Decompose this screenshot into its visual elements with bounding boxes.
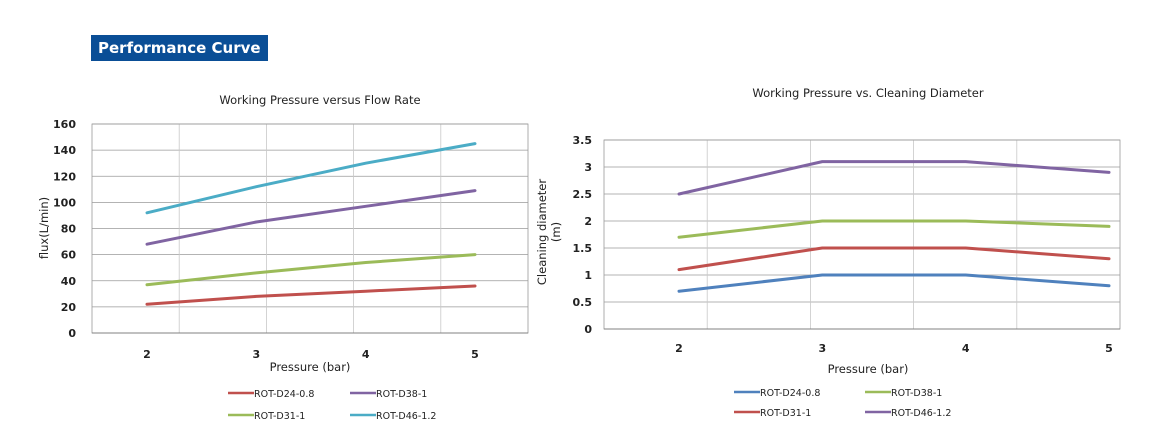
section-heading: Performance Curve <box>91 35 268 61</box>
y-tick-label: 0 <box>68 327 76 340</box>
y-tick-label: 1 <box>584 269 592 282</box>
y-tick-label: 0.5 <box>573 296 593 309</box>
y-axis-title: flux(L/min) <box>37 197 51 259</box>
x-tick-label: 2 <box>143 348 151 361</box>
y-tick-label: 140 <box>53 144 76 157</box>
y-axis-title-line: flux(L/min) <box>37 197 51 259</box>
y-tick-label: 2.5 <box>573 188 593 201</box>
x-tick-label: 4 <box>962 342 970 355</box>
x-tick-label: 2 <box>675 342 683 355</box>
y-tick-label: 100 <box>53 196 76 209</box>
y-tick-label: 60 <box>61 249 77 262</box>
series-line-ROT-D46-1.2 <box>145 142 477 215</box>
x-tick-label: 4 <box>362 348 370 361</box>
legend-label: ROT-D31-1 <box>760 408 811 419</box>
legend-label: ROT-D24-0.8 <box>760 388 820 399</box>
series-line-ROT-D46-1.2 <box>677 160 1111 196</box>
legend-label: ROT-D24-0.8 <box>254 389 314 400</box>
y-tick-label: 3 <box>584 161 592 174</box>
y-axis-title-line: (m) <box>549 222 563 242</box>
series-line-ROT-D31-1 <box>145 253 477 287</box>
y-axis-title-line: Cleaning diameter <box>535 179 549 285</box>
series-line-ROT-D24-0.8 <box>677 273 1111 293</box>
y-tick-label: 3.5 <box>573 134 593 147</box>
y-tick-label: 80 <box>61 223 77 236</box>
chart-title: Working Pressure vs. Cleaning Diameter <box>752 86 983 100</box>
y-tick-label: 2 <box>584 215 592 228</box>
series-line-ROT-D38-1 <box>145 189 477 246</box>
legend-label: ROT-D38-1 <box>376 389 427 400</box>
x-tick-label: 3 <box>253 348 261 361</box>
x-axis-title: Pressure (bar) <box>828 362 909 376</box>
y-tick-label: 20 <box>61 301 77 314</box>
y-tick-label: 120 <box>53 170 76 183</box>
x-axis-title: Pressure (bar) <box>270 360 351 374</box>
chart-title: Working Pressure versus Flow Rate <box>219 93 420 107</box>
x-tick-label: 3 <box>819 342 827 355</box>
legend-label: ROT-D46-1.2 <box>376 411 436 422</box>
x-tick-label: 5 <box>471 348 479 361</box>
series-line-ROT-D38-1 <box>677 219 1111 239</box>
y-tick-label: 160 <box>53 118 76 131</box>
legend-label: ROT-D31-1 <box>254 411 305 422</box>
y-axis-title: Cleaning diameter(m) <box>535 179 563 285</box>
series-line-ROT-D24-0.8 <box>145 284 477 306</box>
y-tick-label: 1.5 <box>573 242 593 255</box>
series-line-ROT-D31-1 <box>677 246 1111 272</box>
x-tick-label: 5 <box>1105 342 1113 355</box>
y-tick-label: 40 <box>61 275 77 288</box>
legend-label: ROT-D46-1.2 <box>891 408 951 419</box>
y-tick-label: 0 <box>584 323 592 336</box>
legend-label: ROT-D38-1 <box>891 388 942 399</box>
